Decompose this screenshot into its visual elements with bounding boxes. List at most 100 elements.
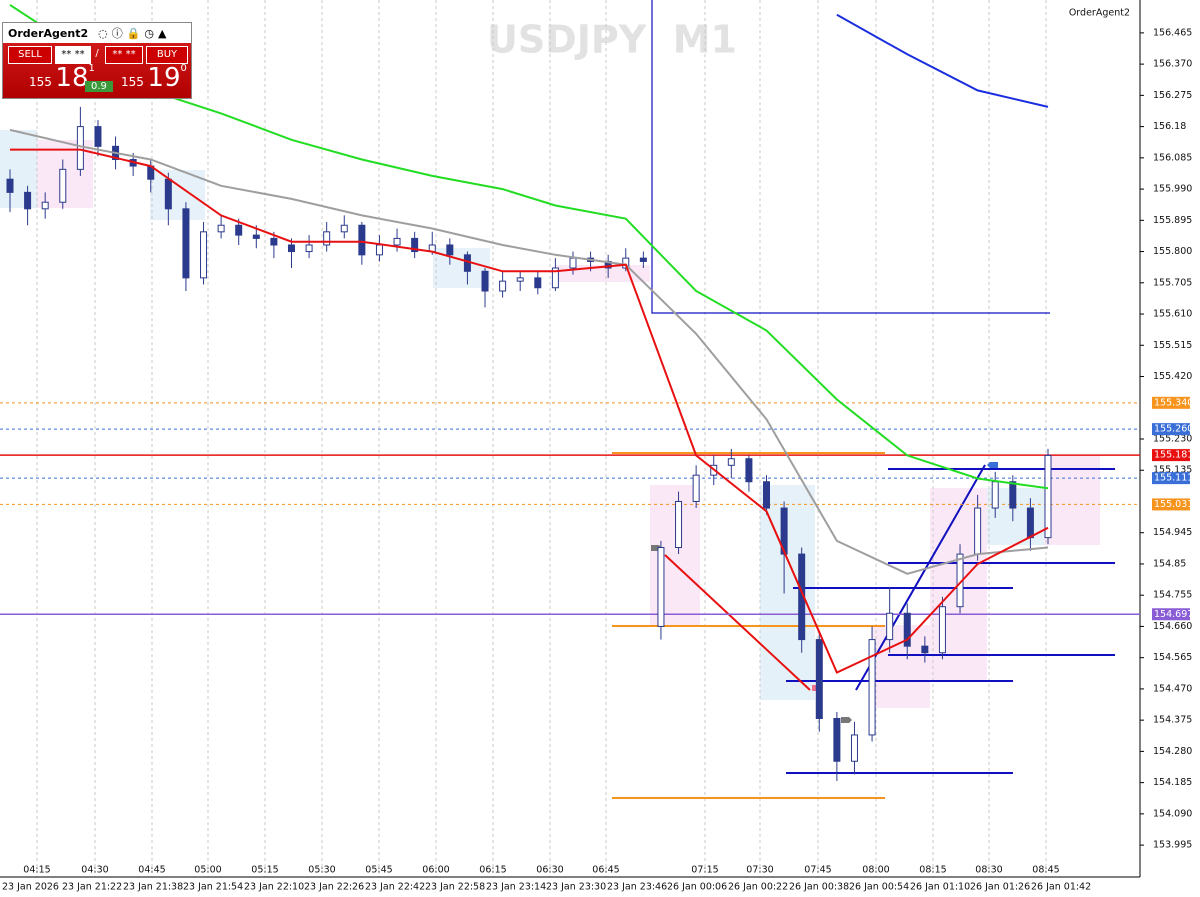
y-tick-label: 154.185 <box>1153 777 1192 788</box>
candle-body <box>1026 507 1034 539</box>
y-tick-label: 155.705 <box>1153 277 1192 288</box>
x-date-label: 23 Jan 21:22 <box>62 882 122 893</box>
candle-body <box>1044 454 1052 539</box>
candle-body <box>499 280 507 292</box>
candle-body <box>200 231 208 279</box>
y-tick-label: 154.090 <box>1153 808 1192 819</box>
candle-body <box>182 208 190 279</box>
price-level-tag <box>1152 498 1190 511</box>
candle-body <box>868 639 876 736</box>
candle-body <box>24 191 32 210</box>
moving-average <box>9 128 1049 575</box>
candle-body <box>692 474 700 502</box>
x-tick-label: 05:30 <box>308 865 335 876</box>
y-tick-label: 154.85 <box>1153 558 1186 569</box>
candle-body <box>270 237 278 246</box>
candle-body <box>815 639 823 720</box>
candle-body <box>551 267 559 289</box>
y-tick-label: 155.230 <box>1153 433 1192 444</box>
candle-body <box>569 257 577 269</box>
x-date-label: 26 Jan 01:10 <box>910 882 970 893</box>
trade-objects <box>612 0 1115 799</box>
spread: 0.9 <box>85 81 113 92</box>
volume-input[interactable]: ** ** <box>105 46 143 64</box>
x-date-label: 26 Jan 01:42 <box>1031 882 1091 893</box>
candle-body <box>305 244 313 253</box>
y-tick-label: 154.470 <box>1153 683 1192 694</box>
x-date-label: 23 Jan 23:46 <box>607 882 667 893</box>
x-date-label: 23 Jan 22:42 <box>365 882 425 893</box>
time-grid <box>36 0 1047 877</box>
x-date-label: 26 Jan 00:54 <box>849 882 909 893</box>
candle-body <box>938 606 946 654</box>
candle-body <box>164 178 172 210</box>
x-tick-label: 06:00 <box>422 865 449 876</box>
candle-body <box>622 257 630 269</box>
y-tick-label: 154.375 <box>1153 715 1192 726</box>
panel-title: OrderAgent2 <box>8 26 89 40</box>
x-date-label: 23 Jan 23:30 <box>546 882 606 893</box>
buy-button[interactable]: BUY <box>146 46 188 64</box>
x-tick-label: 04:15 <box>23 865 50 876</box>
candle-body <box>657 547 665 627</box>
price-main: 18 <box>55 63 89 93</box>
x-tick-label: 04:30 <box>81 865 108 876</box>
y-tick-label: 154.945 <box>1153 527 1192 538</box>
y-tick-label: 156.18 <box>1153 121 1186 132</box>
price-main: 19 <box>147 63 181 93</box>
candle-body <box>235 224 243 236</box>
y-tick-label: 154.755 <box>1153 590 1192 601</box>
y-tick-label: 155.895 <box>1153 215 1192 226</box>
y-tick-label: 156.275 <box>1153 90 1192 101</box>
candle-body <box>94 126 102 147</box>
y-tick-label: 155.610 <box>1153 309 1192 320</box>
buy-price[interactable]: 155 190 <box>121 63 187 93</box>
y-tick-label: 155.515 <box>1153 340 1192 351</box>
x-date-label: 26 Jan 00:38 <box>789 882 849 893</box>
x-tick-label: 08:15 <box>919 865 946 876</box>
price-level-tag <box>1152 423 1190 436</box>
separator: / <box>95 48 99 59</box>
candle-body <box>1009 481 1017 509</box>
y-tick-label: 155.135 <box>1153 465 1192 476</box>
price-sup: 1 <box>88 63 95 74</box>
candle-body <box>903 612 911 647</box>
candle-body <box>974 507 982 555</box>
candle-body <box>252 234 260 239</box>
y-tick-label: 156.370 <box>1153 59 1192 70</box>
price-level-tag <box>1152 472 1190 485</box>
y-tick-label: 154.660 <box>1153 621 1192 632</box>
price-level-label: 155.031 <box>1154 499 1193 510</box>
candle-body <box>375 244 383 256</box>
candle-body <box>921 645 929 654</box>
y-tick-label: 153.995 <box>1153 840 1192 851</box>
candle-body <box>727 458 735 466</box>
candle-body <box>358 224 366 256</box>
x-tick-label: 05:45 <box>365 865 392 876</box>
candle-body <box>886 612 894 641</box>
candle-body <box>639 257 647 262</box>
x-date-label: 23 Jan 22:26 <box>304 882 364 893</box>
price-level-label: 155.340 <box>1154 397 1193 408</box>
candle-body <box>991 481 999 509</box>
candle-body <box>534 277 542 289</box>
sell-price[interactable]: 155 181 <box>29 63 95 93</box>
sell-button[interactable]: SELL <box>8 46 52 64</box>
price-level-label: 154.697 <box>1154 609 1193 620</box>
candle-body <box>516 277 524 282</box>
volume-input[interactable]: ** ** <box>55 46 91 64</box>
x-tick-label: 06:45 <box>592 865 619 876</box>
x-date-label: 23 Jan 21:38 <box>123 882 183 893</box>
panel-body: SELL ** ** / ** ** BUY 155 181 0.9 155 1… <box>3 43 191 98</box>
candle-body <box>745 458 753 483</box>
candle-body <box>287 244 295 253</box>
moving-average <box>836 13 1049 108</box>
y-tick-label: 155.420 <box>1153 371 1192 382</box>
candle-body <box>411 237 419 253</box>
candle-body <box>59 168 67 203</box>
panel-titlebar: OrderAgent2 ◌ⓘ🔒◷▲ <box>8 26 171 41</box>
candle-body <box>76 126 84 170</box>
price-level-label: 155.181 <box>1154 450 1193 461</box>
x-tick-label: 07:30 <box>746 865 773 876</box>
